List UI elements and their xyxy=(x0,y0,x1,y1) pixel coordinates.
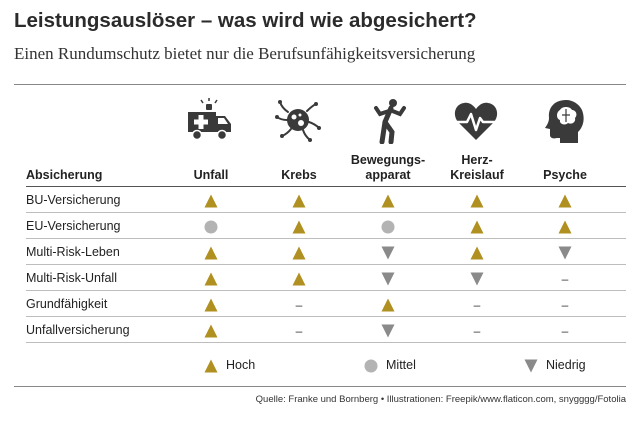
row-divider xyxy=(26,290,626,291)
bottom-divider xyxy=(14,386,626,387)
rating-hoch-triangle-up-icon xyxy=(558,220,572,234)
column-header-2: Krebs xyxy=(281,168,317,182)
legend-triangle-up-icon xyxy=(204,359,218,373)
rating-niedrig-triangle-down-icon xyxy=(381,324,395,338)
source-note: Quelle: Franke und Bornberg • Illustrati… xyxy=(255,394,626,405)
row-divider xyxy=(26,316,626,317)
rating-none: – xyxy=(561,272,569,286)
rating-niedrig-triangle-down-icon xyxy=(381,246,395,260)
row-label: Multi-Risk-Unfall xyxy=(26,271,117,285)
legend-circle-icon xyxy=(364,359,378,373)
rating-hoch-triangle-up-icon xyxy=(558,194,572,208)
head-brain-icon xyxy=(540,98,588,144)
row-divider xyxy=(26,342,626,343)
rating-hoch-triangle-up-icon xyxy=(204,194,218,208)
rating-hoch-triangle-up-icon xyxy=(292,194,306,208)
person-movement-icon xyxy=(364,98,412,144)
rating-hoch-triangle-up-icon xyxy=(470,220,484,234)
rating-hoch-triangle-up-icon xyxy=(292,220,306,234)
column-header-3: Bewegungs- apparat xyxy=(350,153,426,182)
row-divider xyxy=(26,238,626,239)
rating-niedrig-triangle-down-icon xyxy=(470,272,484,286)
column-header-5: Psyche xyxy=(543,168,587,182)
rating-none: – xyxy=(295,324,303,338)
row-divider xyxy=(26,264,626,265)
rating-hoch-triangle-up-icon xyxy=(470,194,484,208)
page-title: Leistungsauslöser – was wird wie abgesic… xyxy=(14,9,477,32)
rating-hoch-triangle-up-icon xyxy=(381,298,395,312)
page-subtitle: Einen Rundumschutz bietet nur die Berufs… xyxy=(14,44,476,63)
row-label: Grundfähigkeit xyxy=(26,297,108,311)
ambulance-icon xyxy=(186,98,234,144)
row-label: Unfallversicherung xyxy=(26,323,130,337)
legend-label: Mittel xyxy=(386,358,416,372)
rating-none: – xyxy=(295,298,303,312)
heart-rate-icon xyxy=(452,98,500,144)
rating-hoch-triangle-up-icon xyxy=(204,324,218,338)
rating-none: – xyxy=(561,324,569,338)
rating-none: – xyxy=(473,298,481,312)
rating-niedrig-triangle-down-icon xyxy=(381,272,395,286)
column-header-4: Herz- Kreislauf xyxy=(450,153,504,182)
rating-mittel-circle-icon xyxy=(381,220,395,234)
rating-hoch-triangle-up-icon xyxy=(470,246,484,260)
rating-hoch-triangle-up-icon xyxy=(381,194,395,208)
column-header-1: Unfall xyxy=(193,168,229,182)
legend-label: Niedrig xyxy=(546,358,586,372)
column-header-absicherung: Absicherung xyxy=(26,168,103,182)
row-label: Multi-Risk-Leben xyxy=(26,245,120,259)
row-label: EU-Versicherung xyxy=(26,219,121,233)
row-divider xyxy=(26,212,626,213)
cancer-cell-icon xyxy=(274,98,322,144)
rating-none: – xyxy=(561,298,569,312)
rating-niedrig-triangle-down-icon xyxy=(558,246,572,260)
row-label: BU-Versicherung xyxy=(26,193,121,207)
rating-hoch-triangle-up-icon xyxy=(292,272,306,286)
rating-hoch-triangle-up-icon xyxy=(204,272,218,286)
rating-hoch-triangle-up-icon xyxy=(204,246,218,260)
header-divider xyxy=(26,186,626,187)
top-divider xyxy=(14,84,626,85)
rating-none: – xyxy=(473,324,481,338)
rating-hoch-triangle-up-icon xyxy=(204,298,218,312)
legend-triangle-down-icon xyxy=(524,359,538,373)
rating-mittel-circle-icon xyxy=(204,220,218,234)
rating-hoch-triangle-up-icon xyxy=(292,246,306,260)
legend-label: Hoch xyxy=(226,358,256,372)
